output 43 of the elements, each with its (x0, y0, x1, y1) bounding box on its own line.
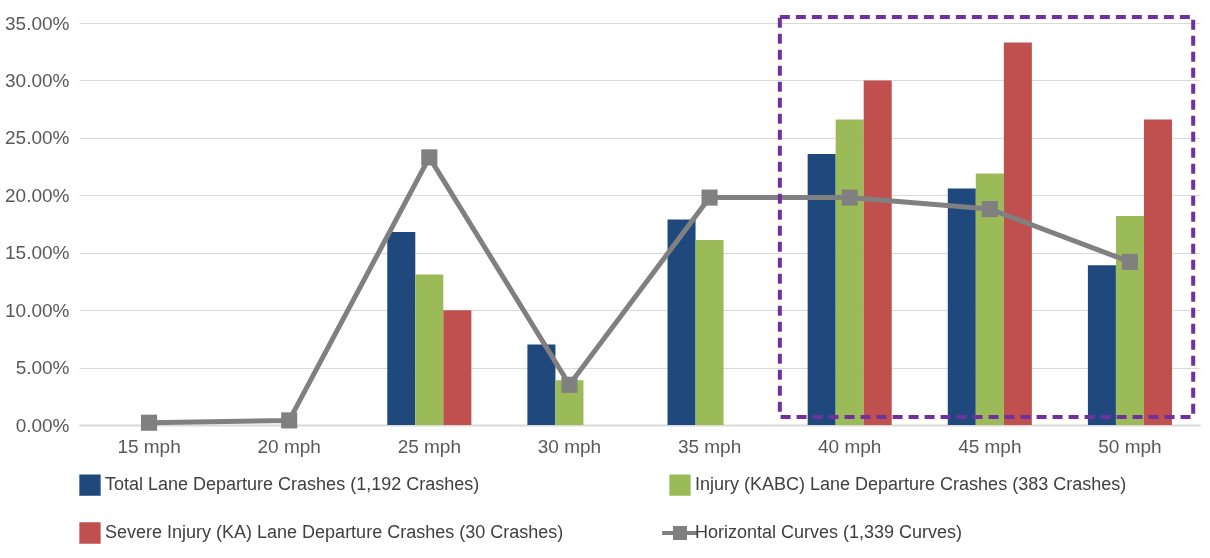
x-tick-label: 25 mph (397, 435, 461, 457)
bar (975, 173, 1004, 425)
bar (1143, 119, 1172, 425)
bar (807, 153, 836, 425)
y-tick-label: 15.00% (5, 242, 70, 264)
x-tick-label: 35 mph (677, 435, 742, 457)
y-tick-label: 20.00% (5, 184, 70, 206)
point (841, 189, 858, 206)
legend-label: Injury (KABC) Lane Departure Crashes (383 Crashes) (695, 474, 1127, 495)
bar (443, 310, 472, 425)
point (141, 414, 158, 431)
bar (415, 274, 444, 425)
legend-label: Severe Injury (KA) Lane Departure Crashes (30 Crashes) (105, 522, 564, 542)
bar (387, 232, 416, 425)
legend-label: Total Lane Departure Crashes (1,192 Crashes) (105, 474, 480, 495)
x-tick-label: 45 mph (958, 435, 1022, 457)
x-tick-label: 15 mph (117, 435, 181, 457)
bar (1003, 42, 1032, 425)
y-tick-label: 5.00% (15, 357, 70, 379)
bar (527, 344, 556, 425)
bar (667, 219, 696, 425)
x-tick-label: 40 mph (818, 435, 882, 457)
bar (863, 80, 892, 425)
point (701, 189, 718, 206)
x-tick-label: 50 mph (1098, 435, 1162, 457)
point (281, 412, 298, 429)
point (1121, 253, 1138, 270)
bar (835, 119, 864, 425)
bar (695, 240, 724, 425)
y-tick-label: 10.00% (5, 299, 70, 321)
y-tick-label: 30.00% (5, 69, 70, 91)
bar (1087, 265, 1116, 425)
legend-label: Horizontal Curves (1,339 Curves) (695, 522, 963, 542)
y-tick-label: 25.00% (5, 127, 70, 149)
x-tick-label: 30 mph (537, 435, 602, 457)
y-tick-label: 0.00% (15, 414, 70, 436)
y-tick-label: 35.00% (5, 12, 70, 34)
bar (1115, 215, 1144, 425)
bar (947, 188, 976, 425)
x-tick-label: 20 mph (257, 435, 321, 457)
point (981, 201, 998, 218)
point (421, 149, 438, 166)
point (561, 376, 578, 393)
